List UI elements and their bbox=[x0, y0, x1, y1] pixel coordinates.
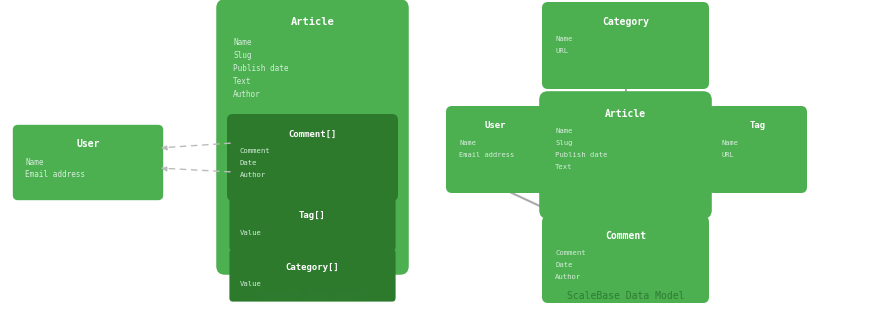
Text: Category: Category bbox=[602, 17, 649, 27]
FancyBboxPatch shape bbox=[230, 249, 396, 302]
Text: Text: Text bbox=[555, 164, 572, 170]
Text: Publish date: Publish date bbox=[233, 64, 289, 73]
Text: Author: Author bbox=[555, 274, 581, 280]
Text: Name: Name bbox=[555, 36, 572, 42]
FancyBboxPatch shape bbox=[539, 91, 712, 219]
Text: Article: Article bbox=[291, 17, 334, 27]
Text: Name: Name bbox=[555, 128, 572, 134]
FancyBboxPatch shape bbox=[708, 106, 807, 193]
Text: Email address: Email address bbox=[25, 170, 85, 179]
Text: ScaleBase Data Model: ScaleBase Data Model bbox=[567, 291, 684, 301]
Text: URL: URL bbox=[721, 152, 734, 158]
Text: Name: Name bbox=[459, 140, 476, 146]
Text: Slug: Slug bbox=[233, 51, 251, 60]
Text: Comment[]: Comment[] bbox=[288, 129, 337, 138]
Text: Author: Author bbox=[233, 90, 261, 99]
Text: Date: Date bbox=[555, 262, 572, 268]
Text: Author: Author bbox=[240, 172, 266, 178]
Text: Text: Text bbox=[233, 77, 251, 86]
Text: Comment: Comment bbox=[555, 250, 586, 256]
FancyBboxPatch shape bbox=[216, 0, 409, 275]
Text: Comment: Comment bbox=[240, 148, 271, 154]
FancyBboxPatch shape bbox=[446, 106, 545, 193]
Text: Date: Date bbox=[240, 160, 257, 166]
Text: User: User bbox=[76, 139, 100, 149]
FancyBboxPatch shape bbox=[542, 2, 709, 89]
Text: Value: Value bbox=[240, 230, 262, 236]
FancyBboxPatch shape bbox=[227, 114, 398, 201]
Text: Tag[]: Tag[] bbox=[299, 211, 326, 221]
Text: Name: Name bbox=[25, 158, 44, 167]
Text: MongoDB Data Model: MongoDB Data Model bbox=[259, 291, 366, 301]
Text: Slug: Slug bbox=[555, 140, 572, 146]
Text: Name: Name bbox=[721, 140, 738, 146]
FancyBboxPatch shape bbox=[542, 216, 709, 303]
Text: Article: Article bbox=[605, 109, 646, 119]
Text: Publish date: Publish date bbox=[555, 152, 608, 158]
Text: Category[]: Category[] bbox=[285, 263, 340, 272]
Text: Name: Name bbox=[233, 38, 251, 47]
FancyBboxPatch shape bbox=[230, 198, 396, 251]
FancyBboxPatch shape bbox=[13, 125, 164, 200]
Text: Email address: Email address bbox=[459, 152, 514, 158]
Text: Comment: Comment bbox=[605, 231, 646, 241]
Text: URL: URL bbox=[555, 48, 568, 54]
Text: User: User bbox=[485, 121, 506, 130]
Text: Value: Value bbox=[240, 281, 262, 287]
Text: Tag: Tag bbox=[749, 121, 765, 130]
